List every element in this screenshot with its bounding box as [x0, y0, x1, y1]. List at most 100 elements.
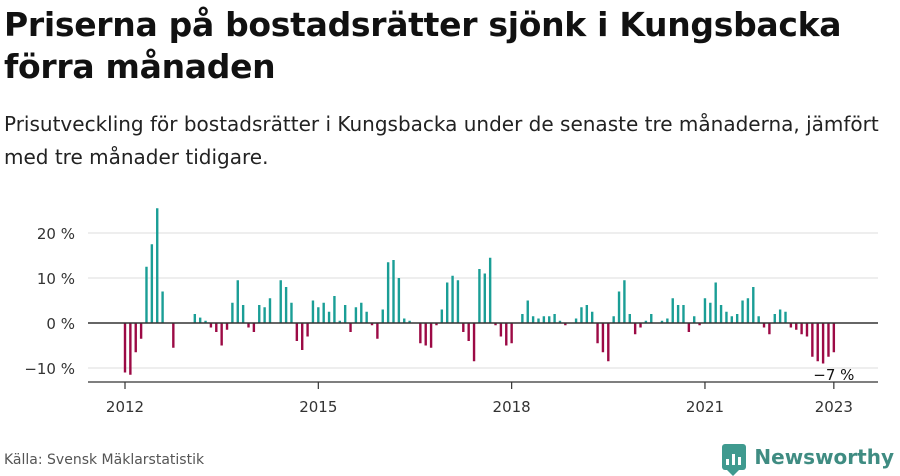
bar — [564, 323, 567, 326]
bar — [585, 305, 589, 323]
bar — [617, 291, 621, 323]
bar — [327, 311, 331, 323]
bar — [542, 316, 546, 323]
y-tick-label: 0 % — [46, 315, 75, 333]
chart-title: Priserna på bostadsrätter sjönk i Kungsb… — [4, 5, 842, 86]
bar — [832, 323, 836, 353]
bar — [596, 323, 599, 344]
last-value-label: −7 % — [813, 366, 854, 384]
bar — [193, 314, 197, 323]
bar — [338, 320, 341, 323]
bar — [376, 323, 379, 339]
bar — [553, 314, 556, 323]
bar — [161, 291, 164, 323]
bar — [531, 316, 535, 323]
bar — [510, 323, 513, 344]
bar — [349, 323, 352, 332]
bar — [821, 323, 825, 364]
brand-logo[interactable]: Newsworthy — [722, 440, 894, 476]
bar — [343, 305, 347, 323]
bar — [805, 323, 809, 337]
bar — [773, 314, 776, 323]
bar — [478, 269, 481, 323]
bar — [209, 323, 213, 328]
bar — [156, 208, 159, 323]
bar — [628, 314, 631, 323]
bar — [311, 300, 315, 323]
bar — [403, 318, 406, 323]
bar — [456, 280, 460, 323]
bar — [719, 305, 723, 323]
bar — [429, 323, 433, 348]
bar — [650, 314, 653, 323]
bar — [752, 287, 755, 323]
bar — [392, 260, 395, 323]
bar-chart: −10 % 0 % 10 % 20 % 2012 2015 2018 2021 2023 −7 % — [24, 208, 878, 416]
bar — [746, 298, 750, 323]
bar — [145, 266, 148, 323]
bar — [354, 307, 358, 323]
bar — [295, 323, 299, 341]
bar — [317, 307, 320, 323]
bar — [795, 323, 798, 330]
bar — [129, 323, 132, 375]
x-tick-label: 2023 — [815, 398, 853, 416]
bar — [612, 316, 615, 323]
bar — [676, 305, 680, 323]
bars — [123, 208, 836, 375]
bar — [693, 316, 696, 323]
grid-lines — [88, 232, 878, 369]
bar — [424, 323, 427, 346]
bar — [811, 323, 814, 357]
bar — [446, 282, 449, 323]
bar — [633, 323, 637, 335]
bar — [215, 323, 218, 332]
bar — [784, 311, 787, 323]
y-tick-label: 10 % — [37, 270, 75, 288]
bar — [639, 323, 642, 328]
bar — [548, 316, 551, 323]
bar — [494, 323, 497, 326]
bar — [526, 300, 529, 323]
bar — [301, 323, 304, 350]
bar — [263, 307, 266, 323]
bar — [741, 300, 744, 323]
bar — [789, 323, 793, 328]
bar — [499, 323, 503, 337]
y-tick-label: −10 % — [24, 360, 75, 378]
bar — [268, 298, 272, 323]
bar — [451, 275, 454, 323]
bar — [623, 280, 626, 323]
bar — [462, 323, 465, 332]
bar — [290, 302, 293, 323]
bar — [397, 278, 401, 323]
bar — [134, 323, 137, 353]
bar — [236, 280, 239, 323]
bar — [671, 298, 674, 323]
bar — [580, 307, 583, 323]
bar — [800, 323, 803, 335]
bar — [488, 257, 492, 323]
bar — [778, 309, 782, 323]
bar — [435, 323, 438, 326]
bar — [204, 320, 207, 323]
bar — [333, 296, 336, 323]
newsworthy-logo-icon — [722, 444, 747, 476]
bar — [537, 318, 540, 323]
bar — [360, 302, 363, 323]
bar — [714, 282, 717, 323]
bar — [816, 323, 819, 362]
bar — [558, 320, 562, 323]
bar — [682, 305, 685, 323]
bar — [505, 323, 508, 346]
bar — [521, 314, 524, 323]
bar — [123, 323, 127, 373]
bar — [150, 244, 154, 323]
brand-name: Newsworthy — [754, 445, 894, 469]
bar — [467, 323, 470, 341]
bar — [279, 280, 282, 323]
bar — [607, 323, 610, 362]
bar — [419, 323, 422, 344]
bar — [735, 314, 739, 323]
bar — [220, 323, 223, 346]
